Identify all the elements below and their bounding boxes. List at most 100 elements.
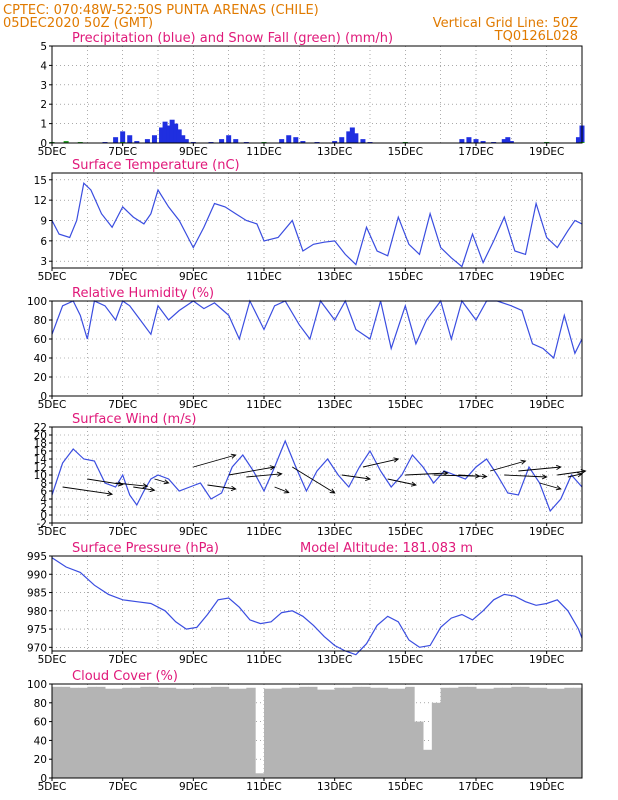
wind-arrow-head — [520, 459, 527, 465]
wind-arrow-head — [117, 481, 124, 487]
precip-bar — [508, 141, 514, 143]
cloud-bar — [308, 686, 318, 778]
cloud-bar — [343, 687, 353, 778]
x-tick-label: 19DEC — [529, 399, 564, 411]
panel-title: Cloud Cover (%) — [72, 669, 178, 684]
cloud-bar — [131, 687, 141, 778]
y-tick-label: 22 — [34, 422, 47, 434]
x-tick-label: 17DEC — [458, 654, 493, 666]
panel-frame — [51, 683, 583, 779]
wind-arrow-shaft — [405, 472, 448, 476]
x-tick-label: 7DEC — [108, 399, 137, 411]
cloud-bar — [96, 686, 106, 778]
wind-arrow — [274, 486, 290, 494]
wind-arrow-head — [410, 481, 417, 487]
x-tick-label: 17DEC — [458, 146, 493, 158]
x-tick-label: 17DEC — [458, 526, 493, 538]
cloud-bar — [184, 688, 194, 778]
x-tick-label: 15DEC — [388, 146, 423, 158]
panel-3: 0 20 40 60 80 100 5DEC 7DEC 9DEC 11DEC 13DEC 15DEC 1… — [27, 286, 583, 411]
wind-arrow-head — [163, 479, 170, 485]
cloud-bar — [387, 688, 397, 778]
y-tick-label: 6 — [40, 236, 47, 248]
x-tick-label: 19DEC — [529, 146, 564, 158]
wind-arrow-head — [149, 487, 156, 493]
precip-bar — [162, 121, 168, 143]
precip-bar — [466, 137, 472, 143]
cloud-bar — [502, 687, 512, 778]
cloud-bar — [202, 687, 212, 778]
precip-bar — [180, 135, 186, 143]
x-tick-label: 15DEC — [388, 654, 423, 666]
precip-bar — [349, 127, 355, 143]
x-tick-label: 11DEC — [246, 271, 281, 283]
precip-bar — [501, 139, 507, 143]
cloud-bar — [405, 686, 415, 778]
wind-arrow-shaft — [362, 458, 399, 468]
cloud-bar — [325, 689, 336, 778]
y-tick-label: 20 — [34, 372, 47, 384]
cloud-bar — [476, 688, 486, 778]
precip-bar — [134, 141, 140, 143]
cloud-bar — [458, 686, 468, 778]
cloud-bar — [546, 688, 556, 778]
x-tick-label: 19DEC — [529, 271, 564, 283]
precip-bar — [173, 123, 179, 143]
precip-bar — [505, 137, 511, 143]
y-tick-label: 9 — [40, 216, 47, 228]
x-tick-label: 19DEC — [529, 781, 564, 793]
cloud-bar — [440, 687, 450, 778]
cloud-bar — [113, 688, 124, 778]
wind-arrow — [458, 473, 488, 479]
cloud-bar — [78, 687, 88, 778]
cloud-bar — [299, 686, 309, 778]
cloud-bar — [166, 687, 177, 778]
cloud-bar — [264, 688, 274, 778]
y-tick-label: 20 — [34, 754, 47, 766]
precip-bar — [473, 139, 479, 143]
x-tick-label: 5DEC — [38, 399, 67, 411]
y-tick-label: 18 — [34, 438, 47, 450]
wind-arrow-head — [142, 483, 149, 489]
y-tick-label: 40 — [34, 735, 47, 747]
y-tick-label: 990 — [27, 569, 47, 581]
cloud-bar — [105, 688, 115, 778]
wind-arrow-shaft — [557, 470, 586, 476]
y-tick-label: 15 — [34, 175, 47, 187]
panel-title: Relative Humidity (%) — [72, 286, 214, 301]
y-tick-label: 60 — [34, 334, 47, 346]
y-tick-label: 0 — [40, 391, 47, 403]
x-tick-label: 5DEC — [38, 526, 67, 538]
cloud-bar — [69, 687, 79, 778]
x-tick-label: 17DEC — [458, 781, 493, 793]
header-location: CPTEC: 070:48W-52:50S PUNTA ARENAS (CHIL… — [3, 3, 319, 18]
panel-title: Surface Wind (m/s) — [72, 412, 196, 427]
precip-bar — [300, 141, 306, 143]
x-tick-label: 7DEC — [108, 146, 137, 158]
wind-arrow — [405, 470, 449, 476]
x-tick-label: 5DEC — [38, 146, 67, 158]
wind-arrow-shaft — [387, 478, 417, 486]
x-tick-label: 9DEC — [179, 271, 208, 283]
series-line — [51, 439, 583, 513]
precip-bar — [286, 135, 292, 143]
y-tick-label: 100 — [27, 679, 47, 691]
wind-arrow — [387, 478, 417, 487]
cloud-bar — [140, 686, 150, 778]
panel-5: 970 975 980 985 990 995 5DEC 7DEC 9DEC 11DEC 13DEC… — [27, 541, 583, 666]
cloud-bar — [423, 749, 433, 778]
wind-arrow — [504, 474, 548, 480]
y-tick-label: 985 — [27, 588, 47, 600]
cloud-bar — [228, 688, 238, 778]
snow-bar — [63, 141, 69, 143]
y-tick-label: 3 — [40, 256, 47, 268]
x-tick-label: 9DEC — [179, 146, 208, 158]
wind-arrow-shaft — [87, 478, 123, 486]
cloud-bar — [352, 686, 362, 778]
wind-arrow — [518, 464, 562, 472]
precip-bar — [279, 139, 285, 143]
wind-arrow-shaft — [504, 474, 547, 478]
wind-arrow-shaft — [539, 482, 561, 490]
wind-arrow — [133, 486, 156, 493]
panel-1: 0 1 2 3 4 5 5DEC 7DEC 9DEC 11DEC 13DEC 15DEC 17DEC 19… — [38, 31, 585, 158]
